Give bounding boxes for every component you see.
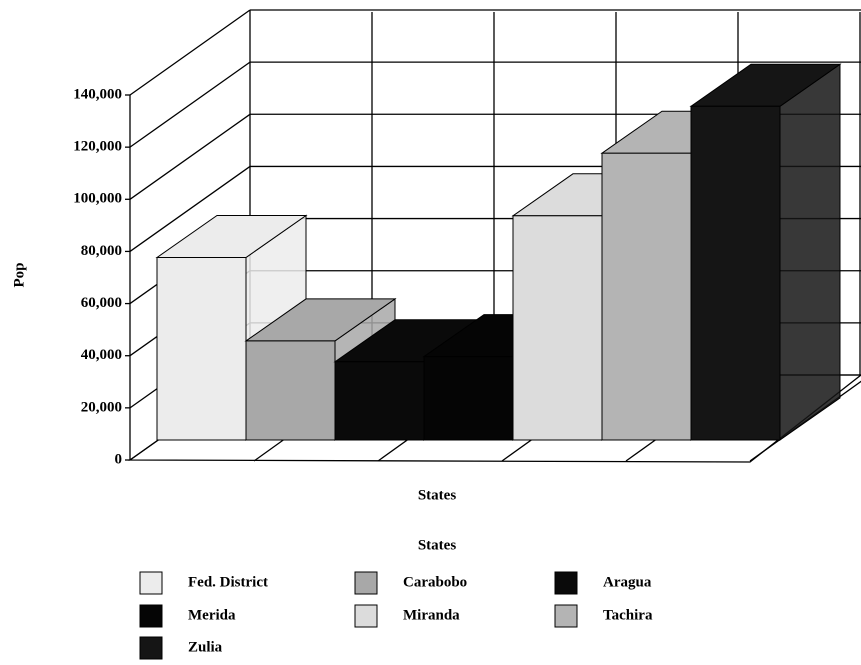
legend-label: Tachira: [603, 607, 653, 623]
bar: [245, 340, 336, 441]
y-tick-label: 0: [115, 451, 123, 467]
legend-label: Aragua: [603, 574, 652, 590]
legend-label: Miranda: [403, 607, 460, 623]
grid-line: [129, 61, 251, 148]
bar: [334, 361, 425, 441]
bar: [690, 105, 781, 441]
legend-swatch: [139, 604, 163, 628]
x-axis-label: States: [418, 487, 456, 503]
legend-swatch: [354, 604, 378, 628]
y-axis-label: Pop: [11, 262, 27, 287]
legend-label: Fed. District: [188, 574, 268, 590]
legend-swatch: [139, 571, 163, 595]
y-tick-label: 80,000: [81, 243, 122, 259]
grid-line: [129, 113, 251, 200]
legend-title: States: [418, 537, 456, 553]
legend-swatch: [554, 571, 578, 595]
y-tick-label: 40,000: [81, 347, 122, 363]
y-tick-label: 100,000: [73, 191, 122, 207]
bar: [156, 257, 247, 441]
y-tick-label: 20,000: [81, 399, 122, 415]
legend-label: Zulia: [188, 639, 223, 655]
grid-line: [129, 9, 251, 96]
grid-line: [129, 165, 251, 252]
y-tick-label: 60,000: [81, 295, 122, 311]
y-tick-label: 120,000: [73, 139, 122, 155]
legend-label: Merida: [188, 607, 236, 623]
legend-swatch: [139, 636, 163, 660]
bar: [601, 152, 692, 441]
bar: [512, 215, 603, 441]
legend-swatch: [554, 604, 578, 628]
bar-side: [779, 63, 841, 441]
legend-swatch: [354, 571, 378, 595]
bar: [423, 356, 514, 441]
legend-label: Carabobo: [403, 574, 467, 590]
y-tick-label: 140,000: [73, 86, 122, 102]
